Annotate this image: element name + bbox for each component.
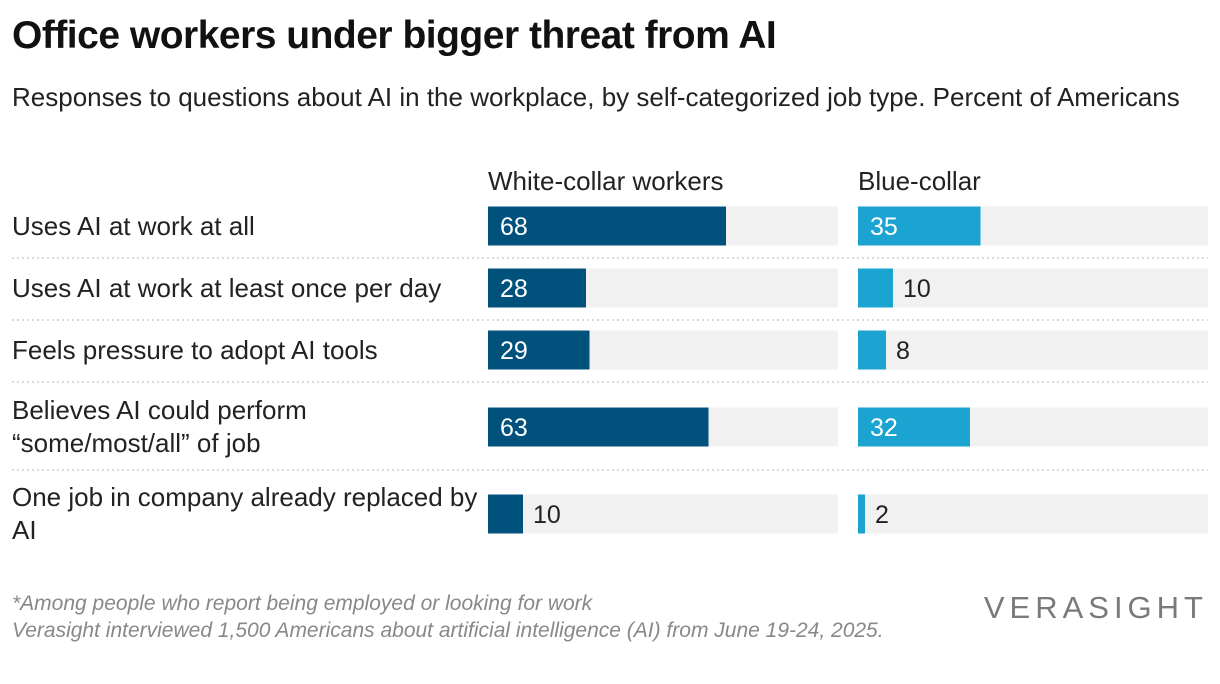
bar-white-collar [488,407,709,447]
category-label: Feels pressure to adopt AI tools [12,334,378,365]
category-label: Uses AI at work at all [12,210,255,241]
bar-value-label: 8 [896,337,910,365]
bar-blue-collar [858,206,981,246]
bar-value-label: 2 [875,501,889,529]
category-label: One job in company already replaced by A… [12,482,478,545]
bar-value-label: 10 [533,501,561,529]
verasight-logo: VERASIGHT [983,590,1208,625]
bar-value-label: 10 [903,275,931,303]
bar-white-collar [488,494,523,534]
chart-title: Office workers under bigger threat from … [12,14,777,57]
bar-value-label: 28 [500,275,528,303]
series-header-white-collar: White-collar workers [488,166,724,196]
bar-white-collar [488,206,726,246]
bar-value-label: 68 [500,213,528,241]
series-header-blue-collar: Blue-collar [858,166,981,196]
bar-blue-collar [858,330,886,370]
chart-subtitle: Responses to questions about AI in the w… [12,82,1180,112]
footnote: *Among people who report being employed … [12,590,942,644]
bar-value-label: 35 [870,213,898,241]
category-label: Uses AI at work at least once per day [12,272,442,303]
bar-track [488,494,838,534]
bar-blue-collar [858,494,865,534]
bar-blue-collar [858,268,893,308]
footnote-line-1: *Among people who report being employed … [12,592,593,615]
bar-track [858,330,1208,370]
bar-white-collar [488,330,590,370]
bar-value-label: 63 [500,414,528,442]
bar-value-label: 29 [500,337,528,365]
category-label: Believes AI could perform “some/most/all… [12,395,307,458]
footnote-line-2: Verasight interviewed 1,500 Americans ab… [12,619,884,642]
bar-track [858,268,1208,308]
bar-white-collar [488,268,586,308]
bar-track [858,494,1208,534]
bar-value-label: 32 [870,414,898,442]
bar-blue-collar [858,407,970,447]
